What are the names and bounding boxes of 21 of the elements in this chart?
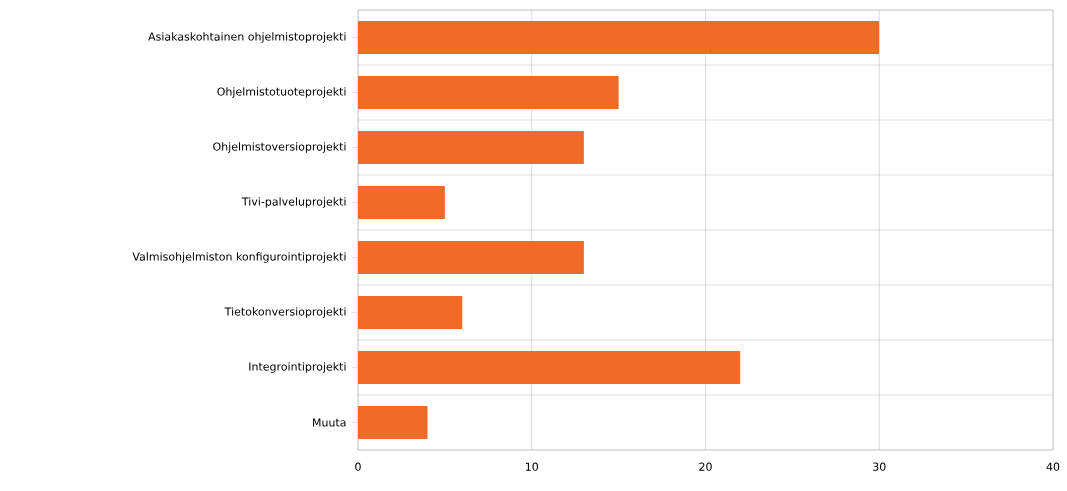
y-tick-label: Tietokonversioprojekti [224, 307, 346, 318]
y-tick-label: Tivi-palveluprojekti [241, 197, 346, 208]
bar [358, 131, 584, 165]
y-tick-label: Integrointiprojekti [249, 362, 346, 373]
y-tick-label: Muuta [313, 418, 346, 427]
bar [358, 21, 880, 55]
bar [358, 296, 463, 330]
bar [358, 76, 619, 110]
bar [358, 186, 445, 220]
y-tick-label: Ohjelmistoversioprojekti [213, 142, 346, 153]
y-tick-label: Valmisohjelmiston konfigurointiprojekti [132, 252, 346, 263]
bar [358, 241, 584, 275]
x-tick-label: 10 [525, 462, 539, 471]
y-tick-label: Asiakaskohtainen ohjelmistoprojekti [148, 32, 346, 43]
bar [358, 406, 428, 440]
y-tick-label: Ohjelmistotuoteprojekti [217, 87, 346, 98]
x-tick-label: 30 [873, 462, 886, 471]
x-tick-label: 40 [1046, 462, 1060, 471]
bar [358, 351, 741, 385]
x-tick-label: 0 [355, 462, 361, 471]
x-tick-label: 20 [699, 462, 712, 471]
